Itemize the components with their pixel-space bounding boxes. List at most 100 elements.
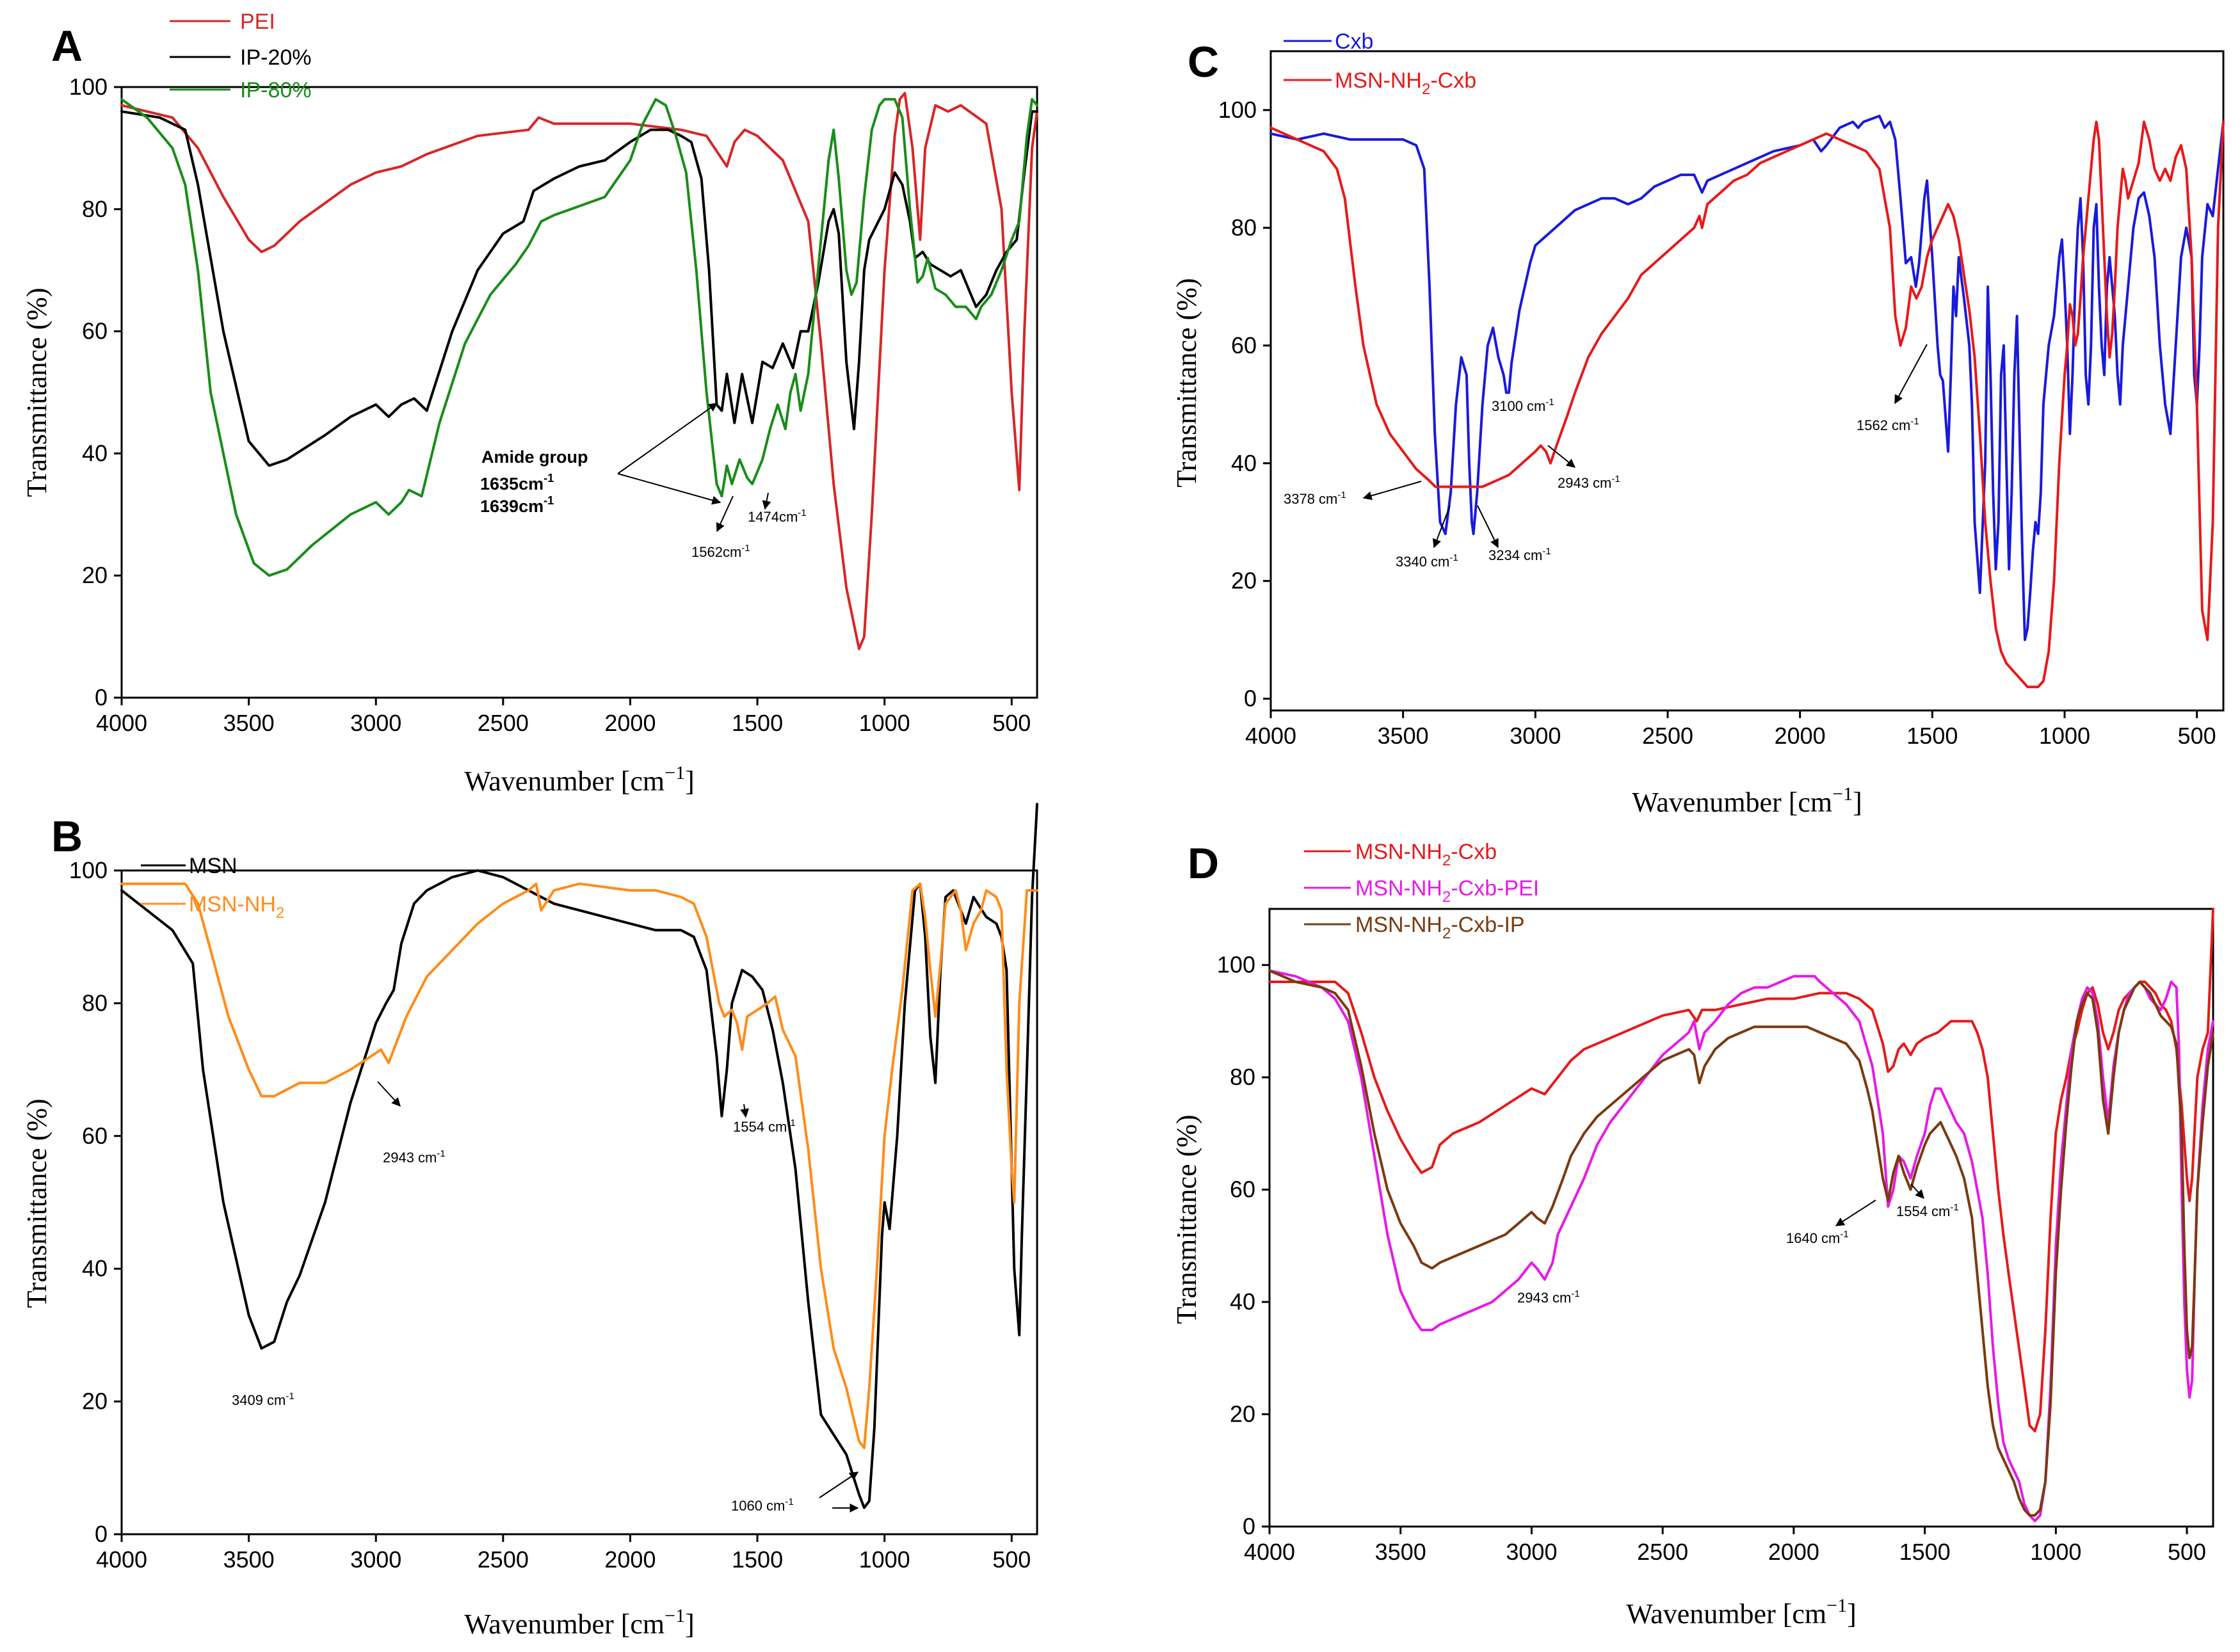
panel-c-x-axis-title: Wavenumber [cm−1] — [1632, 783, 1862, 818]
panel-d-y-axis-title: Transmittance (%) — [1171, 1114, 1202, 1324]
series-line-ip-80 — [120, 98, 1038, 577]
y-tick-label-100: 100 — [1217, 952, 1255, 978]
panel-d-legend: MSN-NH2-Cxb MSN-NH2-Cxb-PEI MSN-NH2-Cxb-… — [1304, 840, 1539, 942]
panel-b-letter: B — [51, 812, 83, 861]
x-tick-label-2000: 2000 — [604, 1546, 656, 1573]
panel-c-plot-frame — [1269, 50, 2225, 712]
x-tick-label-1500: 1500 — [732, 1546, 783, 1573]
y-tick-label-40: 40 — [82, 440, 108, 466]
x-tick-label-2500: 2500 — [478, 1546, 529, 1573]
panel-b-annotations: 2943 cm-1 1554 cm-1 3409 cm-1 1060 cm-1 — [232, 1081, 859, 1514]
panel-d-letter: D — [1188, 839, 1219, 888]
peak-1554-arrow-d — [1910, 1183, 1924, 1199]
x-tick-label-3500: 3500 — [1378, 723, 1429, 749]
amide-arrow-1 — [617, 403, 718, 474]
x-tick-label-1000: 1000 — [859, 1546, 910, 1573]
peak-2943-arrow-c — [1547, 445, 1576, 468]
y-tick-label-100: 100 — [69, 857, 108, 883]
panel-b-plot-frame — [120, 869, 1038, 1536]
peak-2943-label-d: 2943 cm-1 — [1517, 1288, 1580, 1306]
y-tick-label-60: 60 — [1231, 332, 1257, 358]
peak-1060-arrow-b1 — [819, 1472, 859, 1498]
x-tick-label-4000: 4000 — [96, 1546, 147, 1573]
y-tick-label-0: 0 — [95, 684, 108, 710]
panel-a-x-axis-title: Wavenumber [cm−1] — [464, 762, 694, 797]
y-tick-label-80: 80 — [82, 990, 108, 1016]
x-tick-label-500: 500 — [2168, 1539, 2206, 1565]
panel-a-legend: PEI IP-20% IP-80% — [170, 10, 312, 102]
peak-3409-label-b: 3409 cm-1 — [232, 1391, 294, 1408]
peak-3100-label-c: 3100 cm-1 — [1492, 397, 1554, 414]
peak-3234-label-c: 3234 cm-1 — [1488, 546, 1551, 563]
panel-d-series — [1268, 908, 2214, 1523]
series-line-msn-nh2 — [120, 882, 1038, 1450]
panel-b: B 4000 3500 3000 2500 2000 1500 1000 500 0 20 40 60… — [21, 803, 1038, 1640]
peak-1554-arrow-b — [740, 1103, 750, 1118]
legend-label-ip-80: IP-80% — [240, 78, 312, 102]
peak-1562-label-c: 1562 cm-1 — [1857, 416, 1919, 433]
x-tick-label-4000: 4000 — [1245, 723, 1296, 749]
amide-1635-label: 1635cm-1 — [480, 472, 554, 493]
x-tick-label-1500: 1500 — [732, 710, 783, 736]
y-tick-label-80: 80 — [82, 196, 108, 222]
series-line-pei — [120, 92, 1038, 650]
legend-label-ip-20: IP-20% — [240, 45, 312, 70]
peak-1562-label: 1562cm-1 — [691, 543, 750, 560]
peak-1554-label-d: 1554 cm-1 — [1896, 1202, 1959, 1219]
peak-1562-arrow-c — [1894, 344, 1928, 405]
x-tick-label-2500: 2500 — [1637, 1539, 1688, 1565]
y-tick-label-0: 0 — [1243, 1513, 1255, 1539]
y-tick-label-20: 20 — [82, 562, 108, 588]
x-tick-label-1000: 1000 — [2030, 1539, 2081, 1565]
panel-b-ticks: 4000 3500 3000 2500 2000 1500 1000 500 0 20 40 60 80… — [69, 857, 1031, 1573]
x-tick-label-2000: 2000 — [604, 710, 656, 736]
x-tick-label-3000: 3000 — [1506, 1539, 1557, 1565]
x-tick-label-3000: 3000 — [1510, 723, 1561, 749]
peak-3234-arrow-c — [1477, 505, 1499, 549]
series-line-cxb — [1269, 115, 2225, 641]
x-tick-label-1000: 1000 — [2039, 723, 2090, 749]
peak-3378-arrow-c — [1362, 481, 1422, 501]
amide-1639-label: 1639cm-1 — [480, 494, 554, 516]
x-tick-label-2000: 2000 — [1768, 1539, 1819, 1565]
y-tick-label-100: 100 — [69, 74, 108, 100]
peak-1474-label: 1474cm-1 — [748, 508, 807, 525]
panel-d-x-axis-title: Wavenumber [cm−1] — [1626, 1595, 1856, 1630]
panel-d-annotations: 1640 cm-1 1554 cm-1 2943 cm-1 — [1517, 1183, 1959, 1306]
y-tick-label-60: 60 — [82, 318, 108, 344]
peak-3340-arrow-c — [1432, 505, 1451, 549]
amide-group-label: Amide group — [481, 447, 588, 467]
x-tick-label-3500: 3500 — [1375, 1539, 1426, 1565]
peak-3378-label-c: 3378 cm-1 — [1284, 490, 1346, 507]
y-tick-label-80: 80 — [1230, 1064, 1255, 1090]
y-tick-label-80: 80 — [1231, 214, 1257, 241]
legend-label-pei: PEI — [240, 10, 275, 34]
panel-c-legend: Cxb MSN-NH2-Cxb — [1284, 29, 1476, 98]
panel-c-letter: C — [1188, 38, 1219, 86]
panel-c-ticks: 4000 3500 3000 2500 2000 1500 1000 500 0 20 40 60 80… — [1218, 97, 2216, 749]
panel-a-letter: A — [51, 22, 83, 70]
panel-d-plot-frame — [1268, 908, 2214, 1528]
panel-a-ticks: 4000 3500 3000 2500 2000 1500 1000 500 0 20 40 60 80… — [69, 74, 1031, 736]
y-tick-label-0: 0 — [95, 1521, 108, 1547]
panel-a-y-axis-title: Transmittance (%) — [21, 287, 52, 497]
peak-1640-label-d: 1640 cm-1 — [1786, 1229, 1849, 1246]
peak-3340-label-c: 3340 cm-1 — [1396, 552, 1458, 570]
y-tick-label-60: 60 — [82, 1123, 108, 1149]
panel-c-series — [1269, 115, 2225, 689]
legend-label-msn-nh2-cxb-c: MSN-NH2-Cxb — [1335, 68, 1476, 98]
peak-1474-arrow — [762, 492, 771, 510]
peak-2943-label-c: 2943 cm-1 — [1558, 474, 1620, 491]
peak-1562-arrow — [716, 495, 734, 533]
panel-d-ticks: 4000 3500 3000 2500 2000 1500 1000 500 0 20 40 60 80… — [1217, 952, 2206, 1565]
peak-2943-arrow-b — [377, 1081, 401, 1107]
x-tick-label-3000: 3000 — [350, 710, 401, 736]
y-tick-label-20: 20 — [82, 1388, 108, 1415]
x-tick-label-1000: 1000 — [859, 710, 910, 736]
panel-b-y-axis-title: Transmittance (%) — [21, 1098, 52, 1308]
x-tick-label-4000: 4000 — [96, 710, 147, 736]
panel-c-annotations: 3100 cm-1 3378 cm-1 3340 cm-1 3234 cm-1 … — [1284, 344, 1928, 570]
legend-label-msn: MSN — [189, 854, 238, 878]
x-tick-label-4000: 4000 — [1244, 1539, 1295, 1565]
y-tick-label-20: 20 — [1230, 1401, 1255, 1427]
